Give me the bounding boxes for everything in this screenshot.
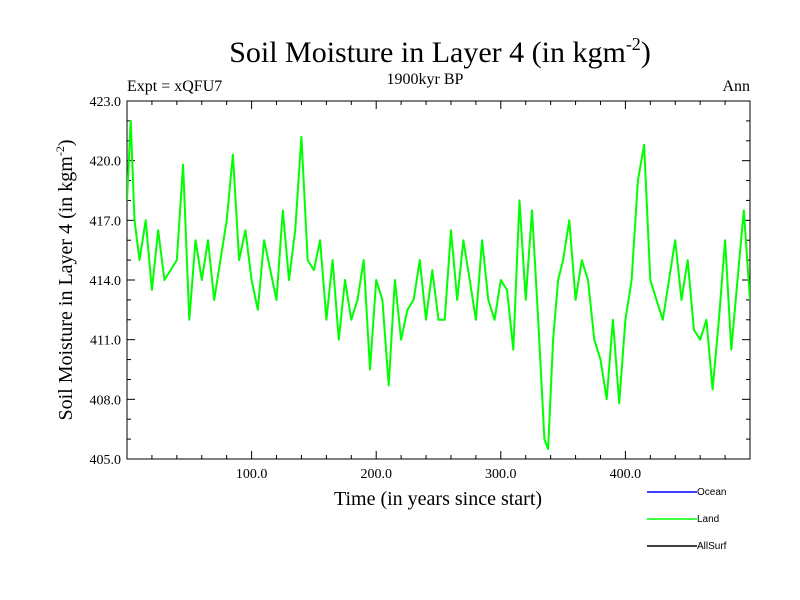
- y-tick-label: 405.0: [90, 453, 122, 468]
- y-tick-label: 408.0: [90, 393, 122, 408]
- legend-ocean-label: Ocean: [697, 487, 726, 498]
- legend-allsurf-label: AllSurf: [697, 541, 727, 552]
- y-axis-label: Soil Moisture in Layer 4 (in kgm-2): [53, 139, 77, 420]
- y-tick-label: 420.0: [90, 155, 122, 170]
- y-tick-label: 414.0: [90, 274, 122, 289]
- x-tick-label: 100.0: [236, 467, 268, 482]
- chart-subtitle: 1900kyr BP: [387, 71, 464, 88]
- axis-ticks: 405.0 408.0 411.0 414.0 417.0 420.0 423.0 100.0…: [90, 95, 750, 482]
- chart-title: Soil Moisture in Layer 4 (in kgm-2): [229, 34, 651, 69]
- y-tick-label: 423.0: [90, 95, 122, 110]
- period-label: Ann: [722, 78, 750, 95]
- x-tick-label: 200.0: [360, 467, 392, 482]
- x-tick-label: 300.0: [485, 467, 517, 482]
- y-tick-label: 411.0: [90, 334, 121, 349]
- experiment-label: Expt = xQFU7: [127, 78, 222, 95]
- legend: Ocean Land AllSurf: [647, 487, 727, 552]
- legend-land-label: Land: [697, 514, 719, 525]
- y-tick-label: 417.0: [90, 214, 122, 229]
- plot-frame: [126, 100, 751, 460]
- x-axis-label: Time (in years since start): [334, 488, 542, 510]
- x-tick-label: 400.0: [610, 467, 642, 482]
- land-series-line: [127, 119, 750, 451]
